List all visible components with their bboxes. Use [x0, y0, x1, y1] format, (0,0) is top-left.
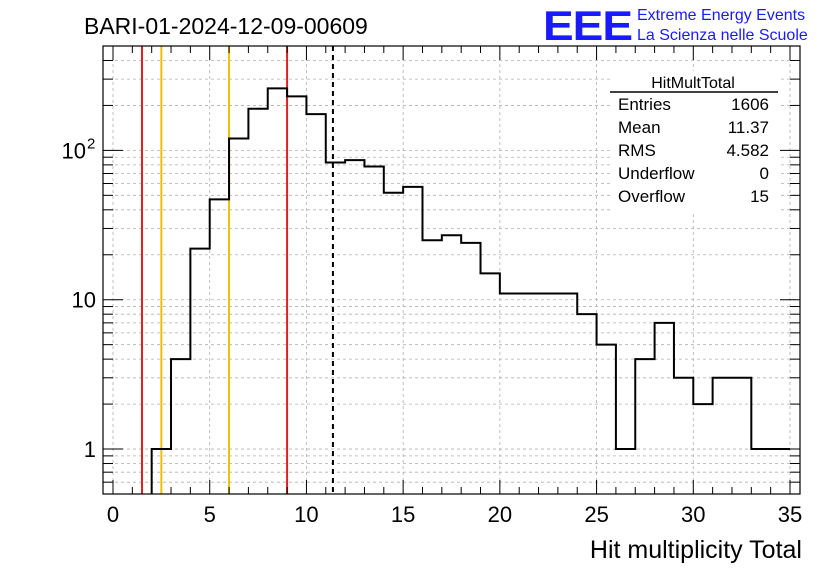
stats-row-value: 4.582	[726, 141, 769, 160]
stats-row-value: 11.37	[728, 118, 769, 137]
stats-rows: Entries 1606 Mean 11.37 RMS 4.582 Underflow 0 Ov…	[618, 95, 769, 206]
x-tick-label: 25	[584, 502, 608, 527]
y-tick-label: 10	[62, 138, 86, 163]
stats-row-label: Overflow	[618, 187, 686, 206]
stats-box: HitMultTotal Entries 1606 Mean 11.37 RMS 4.58…	[610, 71, 778, 211]
y-tick-label: 1	[84, 437, 96, 462]
stats-row-label: RMS	[618, 141, 656, 160]
histogram-bins	[150, 87, 790, 494]
axis-ticks	[103, 45, 800, 495]
stats-row-label: Mean	[618, 118, 661, 137]
x-tick-label: 20	[488, 502, 512, 527]
logo-line-2: La Scienza nelle Scuole	[637, 27, 808, 44]
eee-logo: EEE	[543, 3, 632, 49]
stats-row-value: 15	[750, 187, 769, 206]
chart-title: BARI-01-2024-12-09-00609	[84, 13, 368, 39]
plot-frame	[102, 45, 801, 495]
stats-row-value: 1606	[731, 95, 769, 114]
reference-lines	[141, 46, 334, 494]
x-tick-label: 30	[681, 502, 705, 527]
x-tick-label: 10	[294, 502, 318, 527]
x-tick-label: 5	[204, 502, 216, 527]
y-tick-label: 10	[72, 288, 96, 313]
histogram-outline	[150, 87, 790, 494]
x-axis-label: Hit multiplicity Total	[590, 536, 802, 564]
stats-row-value: 0	[760, 164, 769, 183]
logo-line-1: Extreme Energy Events	[637, 7, 805, 24]
stats-box-title: HitMultTotal	[651, 75, 735, 92]
y-tick-exponent: 2	[87, 135, 95, 152]
x-tick-label: 35	[778, 502, 802, 527]
stats-row-label: Entries	[618, 95, 671, 114]
stats-row-label: Underflow	[618, 164, 695, 183]
stats-box-background	[610, 71, 778, 211]
grid	[103, 45, 800, 495]
x-tick-label: 15	[391, 502, 415, 527]
x-tick-label: 0	[107, 502, 119, 527]
